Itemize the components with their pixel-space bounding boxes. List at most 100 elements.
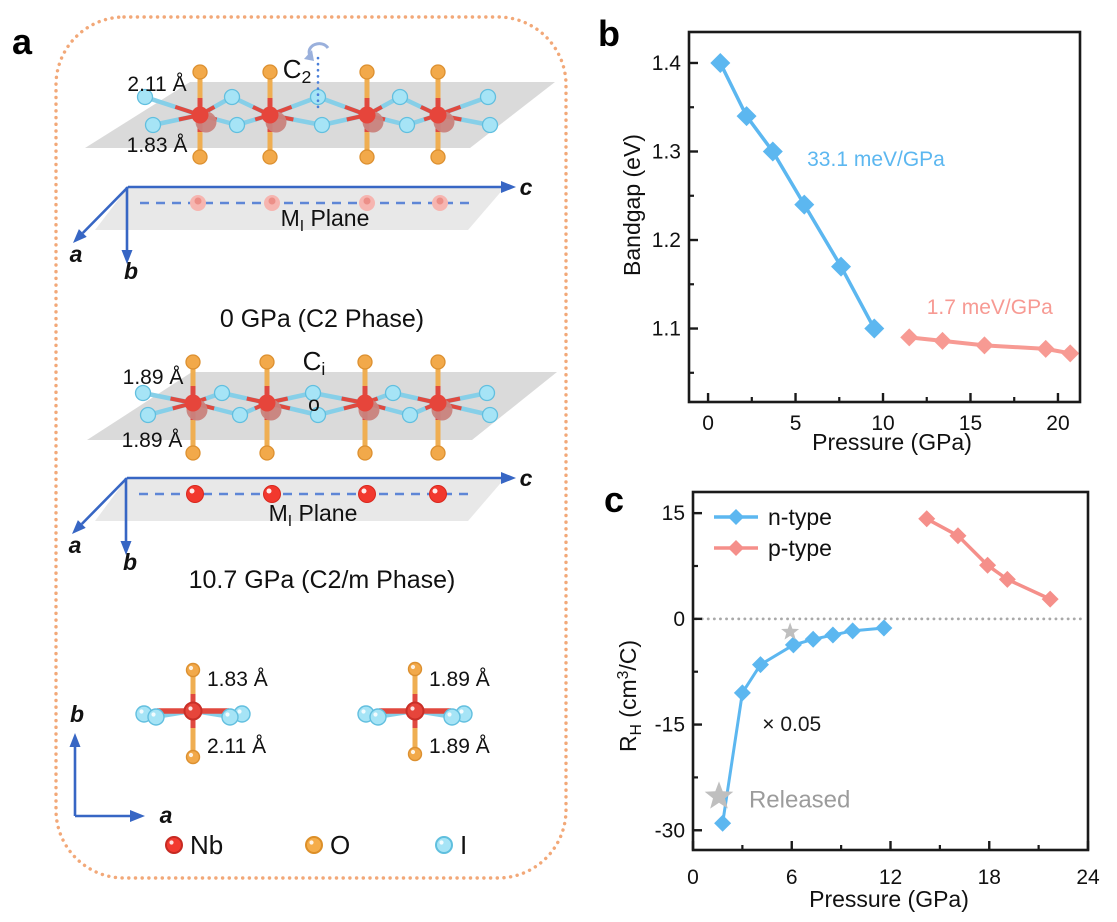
data-point-C2 phase	[831, 256, 852, 277]
data-point-p-type	[979, 556, 997, 574]
i-atom	[228, 116, 246, 134]
x-tick-label: 0	[702, 412, 714, 435]
panel-a-dotted-border	[54, 15, 568, 880]
y-tick-label: -15	[655, 714, 685, 737]
annotation: 1.7 meV/GPa	[927, 296, 1053, 319]
atom-gloss	[410, 749, 416, 755]
data-point-p-type	[918, 510, 936, 528]
nb-atom	[429, 394, 447, 412]
o-atom	[407, 746, 423, 762]
atom-gloss	[188, 706, 193, 711]
nb-atom	[358, 106, 376, 124]
a-axis-arrow-head	[72, 520, 86, 534]
x-axis-title: Pressure (GPa)	[812, 429, 972, 455]
panel-a-structure-figure: 2.11 Å 1.83 Å C2 c a b MI Plane 0 GPa (C2 Phase…	[54, 15, 568, 880]
i-atom	[139, 406, 157, 424]
released-star-marker	[704, 781, 734, 809]
o-atom	[407, 661, 423, 677]
a-axis-label: a	[70, 241, 83, 267]
atom-gloss	[459, 709, 464, 714]
y-tick-label: 1.1	[652, 318, 681, 341]
a-axis-arrow	[81, 186, 129, 234]
o-atom	[359, 64, 375, 80]
x-tick-label: 15	[959, 412, 982, 435]
i-atom	[221, 708, 239, 726]
atom-gloss	[189, 488, 195, 494]
i-atom	[144, 116, 162, 134]
data-point-C2 phase	[762, 141, 783, 162]
o-atom	[185, 749, 201, 765]
x-tick-label: 5	[790, 412, 802, 435]
legend-marker	[728, 509, 744, 525]
data-point-p-type	[949, 527, 967, 545]
o-atom	[259, 354, 275, 370]
nb-projection-dot	[358, 485, 376, 503]
bond-length-label: 1.89 Å	[429, 735, 490, 758]
annotation: Released	[749, 787, 850, 814]
i-atom	[398, 116, 416, 134]
c2-symmetry-label: C2	[283, 54, 312, 87]
data-point-p-type	[1041, 590, 1059, 608]
y-axis-title: Bandgap (eV)	[619, 134, 645, 276]
i-atom	[147, 708, 165, 726]
o-atom	[185, 354, 201, 370]
x-axis-title: Pressure (GPa)	[809, 886, 969, 912]
atom-gloss	[432, 488, 438, 494]
i-atom	[401, 406, 419, 424]
x-tick-label: 24	[1076, 866, 1100, 889]
y-tick-label: 1.3	[652, 140, 681, 163]
o-atom	[262, 149, 278, 165]
nb-atom	[405, 701, 425, 721]
data-point-C2/m phase	[933, 331, 952, 350]
legend-dot-I	[435, 836, 453, 854]
nb-atom	[191, 106, 209, 124]
x-tick-label: 18	[978, 866, 1001, 889]
nb-atom	[261, 106, 279, 124]
i-atom	[478, 384, 496, 402]
panel-label-b: b	[598, 13, 620, 54]
i-atom	[309, 406, 327, 424]
mi-plane-label: MI Plane	[281, 205, 370, 235]
phase-caption: 0 GPa (C2 Phase)	[220, 305, 424, 333]
atom-gloss	[361, 488, 367, 494]
atom-gloss	[410, 664, 416, 670]
y-tick-label: 1.4	[652, 52, 682, 75]
i-atom	[479, 88, 497, 106]
nb-atom	[183, 701, 203, 721]
data-point-C2/m phase	[975, 336, 994, 355]
data-point-n-type	[714, 814, 732, 832]
a-axis-arrow-head	[73, 229, 87, 243]
nb-projection-dot	[186, 485, 204, 503]
bond-length-label: 2.11 Å	[127, 73, 186, 96]
nb-atom	[356, 394, 374, 412]
data-point-C2/m phase	[1036, 339, 1055, 358]
data-point-n-type	[733, 684, 751, 702]
x-tick-label: 0	[687, 866, 699, 889]
bond-length-label: 1.83 Å	[207, 668, 268, 691]
nb-projection-dot	[429, 485, 447, 503]
c-axis-arrow-head	[501, 472, 516, 484]
i-atom	[391, 88, 409, 106]
bond-length-label: 1.83 Å	[127, 134, 188, 157]
y-tick-label: -30	[655, 819, 685, 842]
atom-gloss	[169, 840, 174, 845]
o-atom	[192, 149, 208, 165]
data-point-C2/m phase	[1061, 344, 1080, 363]
atom-gloss	[151, 712, 156, 717]
i-atom	[223, 88, 241, 106]
ci-symmetry-label: Ci	[303, 346, 326, 379]
nb-projection-dot-core	[436, 197, 444, 205]
atom-gloss	[361, 709, 366, 714]
data-point-n-type	[875, 619, 893, 637]
annotation: × 0.05	[762, 713, 821, 736]
b-axis-arrow-head	[120, 541, 132, 555]
atom-gloss	[266, 488, 272, 494]
legend-dot-O	[305, 836, 323, 854]
x-tick-label: 10	[871, 412, 894, 435]
atom-gloss	[309, 840, 314, 845]
y-tick-label: 15	[662, 502, 685, 525]
o-atom	[185, 662, 201, 678]
legend-label-Nb: Nb	[190, 830, 223, 860]
b-axis-label: b	[123, 549, 137, 575]
o-atom	[259, 445, 275, 461]
